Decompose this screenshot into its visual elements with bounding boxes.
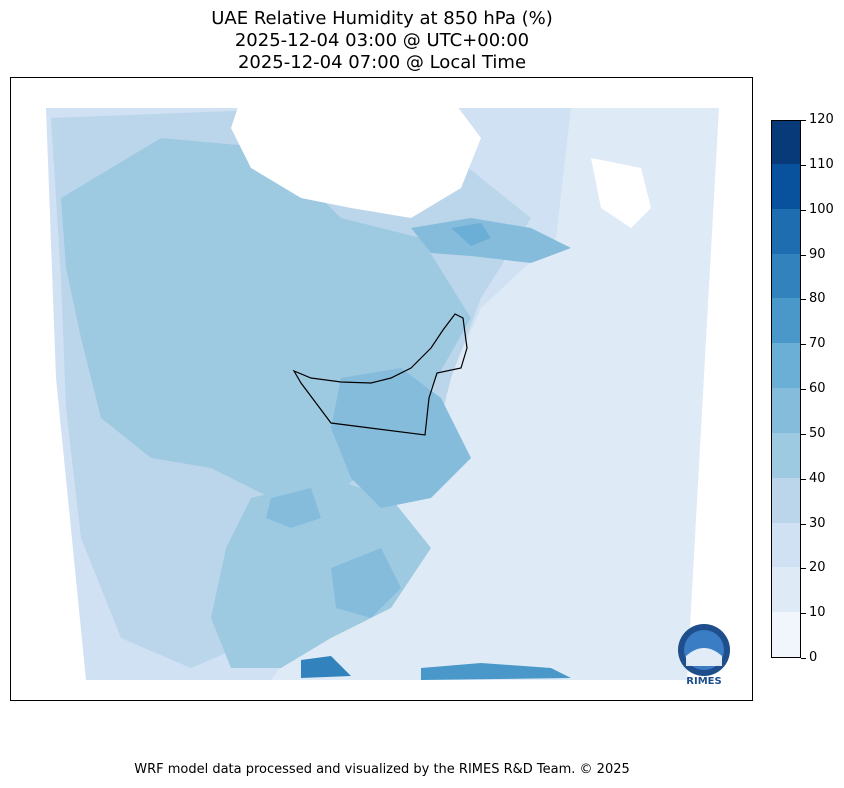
colorbar-segment [772, 432, 800, 478]
logo-label: RIMES [686, 676, 722, 687]
colorbar-tick [801, 164, 806, 166]
contour-50-60-south [331, 548, 401, 618]
colorbar-tick-label: 50 [809, 425, 826, 441]
missing-data-north [231, 98, 481, 218]
colorbar-tick [801, 568, 806, 570]
map-title-line-1: UAE Relative Humidity at 850 hPa (%) [211, 8, 553, 29]
colorbar-segment [772, 387, 800, 433]
colorbar-segment [772, 208, 800, 254]
missing-data-northeast [591, 158, 651, 228]
colorbar-tick-label: 40 [809, 470, 826, 486]
colorbar-segment [772, 121, 800, 164]
colorbar-tick-label: 80 [809, 291, 826, 307]
contour-40-50-south [211, 478, 431, 668]
colorbar-tick [801, 120, 806, 121]
colorbar-tick-label: 60 [809, 381, 826, 396]
colorbar-tick [801, 433, 806, 435]
contour-60-70-gulf [451, 223, 491, 246]
map-title-line-2: 2025-12-04 03:00 @ UTC+00:00 [234, 30, 530, 51]
credit-footer: WRF model data processed and visualized … [134, 762, 630, 777]
rimes-logo: RIMES [676, 622, 732, 688]
colorbar-segment [772, 342, 800, 388]
colorbar-tick [801, 523, 806, 525]
colorbar-tick-label: 90 [809, 246, 826, 262]
colorbar-segment [772, 253, 800, 299]
colorbar-segment [772, 477, 800, 523]
colorbar-tick-label: 100 [809, 201, 834, 217]
contour-60-70-bottom [421, 663, 571, 680]
colorbar-tick-label: 10 [809, 605, 826, 621]
colorbar-tick [801, 209, 806, 211]
colorbar [771, 120, 801, 658]
colorbar-tick-label: 20 [809, 560, 826, 576]
colorbar-tick [801, 254, 806, 256]
colorbar-tick [801, 344, 806, 346]
map-title-line-3: 2025-12-04 07:00 @ Local Time [237, 52, 527, 73]
map-panel [10, 77, 753, 701]
colorbar-tick [801, 299, 806, 301]
humidity-map [46, 98, 719, 680]
colorbar-tick [801, 613, 806, 615]
colorbar-segment [772, 163, 800, 209]
colorbar-tick-label: 70 [809, 336, 826, 352]
colorbar-segment [772, 522, 800, 568]
colorbar-segment [772, 297, 800, 344]
contour-50-60-west [266, 488, 321, 528]
contour-60-70-south [301, 656, 351, 678]
colorbar-tick-label: 30 [809, 515, 826, 531]
contour-50-60-uae [331, 368, 471, 508]
colorbar-tick [801, 478, 806, 480]
colorbar-tick [801, 658, 806, 659]
colorbar-tick [801, 389, 806, 390]
colorbar-tick-label: 0 [809, 650, 818, 665]
colorbar-segment [772, 611, 800, 657]
contour-50-60-north [411, 218, 571, 263]
colorbar-tick-label: 110 [809, 156, 834, 172]
uae-border [292, 313, 468, 436]
colorbar-tick-label: 120 [809, 112, 834, 127]
colorbar-segment [772, 566, 800, 613]
